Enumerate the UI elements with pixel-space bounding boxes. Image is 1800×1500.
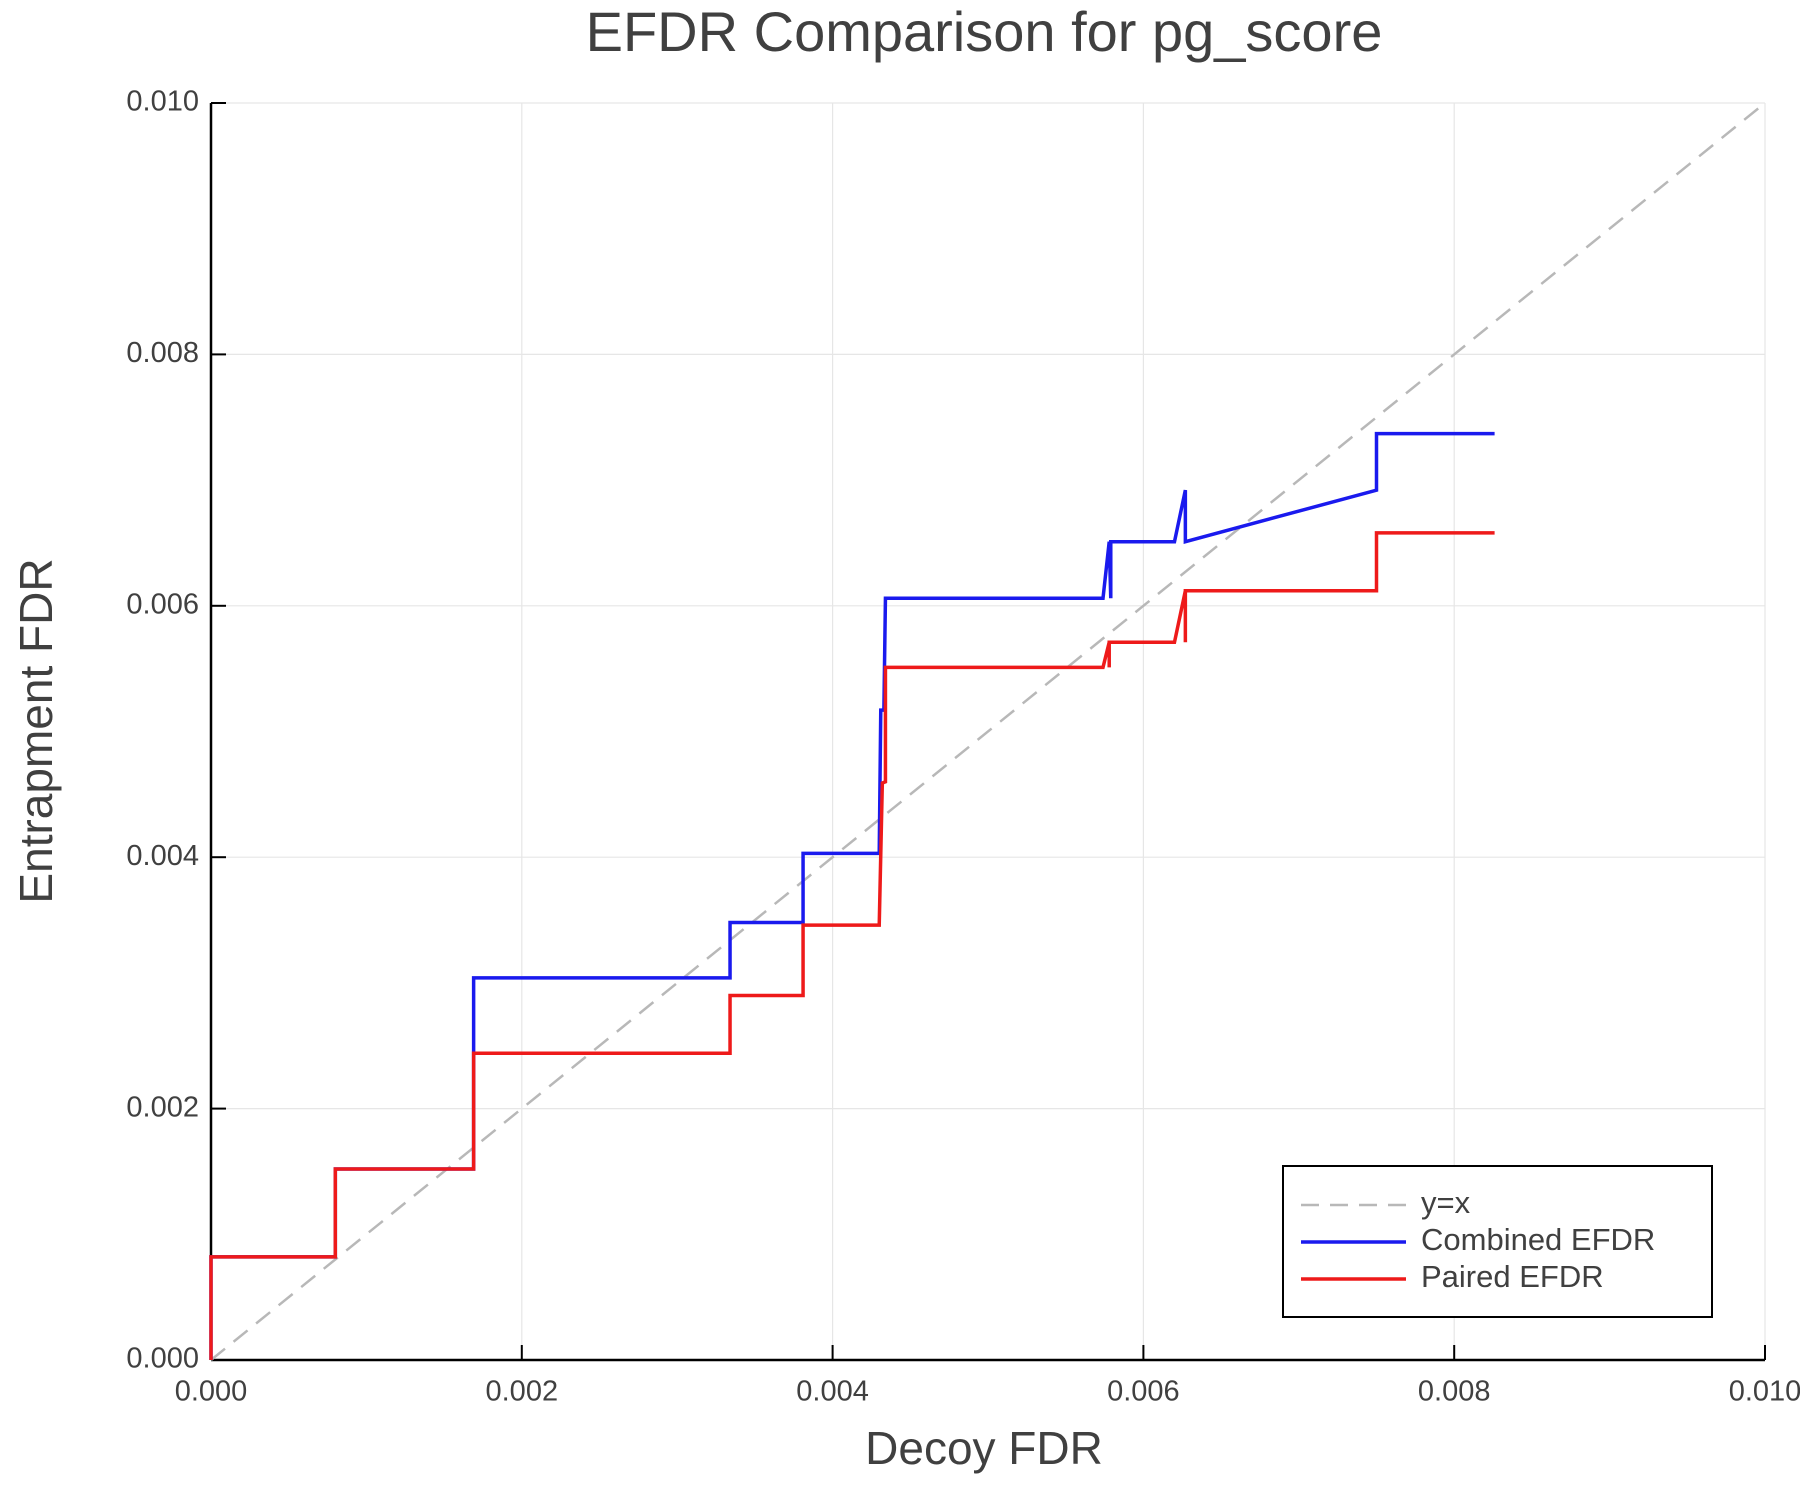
data-line bbox=[210, 102, 1766, 1361]
y-tick-label: 0.008 bbox=[126, 337, 199, 369]
x-tick-label: 0.010 bbox=[1729, 1376, 1800, 1408]
y-tick-label: 0.002 bbox=[126, 1091, 199, 1123]
x-tick-label: 0.000 bbox=[175, 1376, 248, 1408]
legend-label: Paired EFDR bbox=[1421, 1259, 1604, 1294]
y-tick-label: 0.006 bbox=[126, 588, 199, 620]
x-tick-label: 0.002 bbox=[486, 1376, 559, 1408]
chart-title: EFDR Comparison for pg_score bbox=[586, 0, 1383, 63]
x-tick-label: 0.006 bbox=[1107, 1376, 1180, 1408]
y-tick-label: 0.010 bbox=[126, 86, 199, 118]
legend-label: Combined EFDR bbox=[1421, 1222, 1655, 1257]
y-axis-label: Entrapment FDR bbox=[10, 558, 62, 903]
y-tick-label: 0.000 bbox=[126, 1343, 199, 1375]
y-tick-label: 0.004 bbox=[126, 840, 199, 872]
x-axis-label: Decoy FDR bbox=[865, 1422, 1103, 1474]
x-tick-label: 0.004 bbox=[796, 1376, 869, 1408]
data-line bbox=[209, 531, 1495, 1360]
x-tick-label: 0.008 bbox=[1418, 1376, 1491, 1408]
legend-label: y=x bbox=[1421, 1185, 1471, 1220]
